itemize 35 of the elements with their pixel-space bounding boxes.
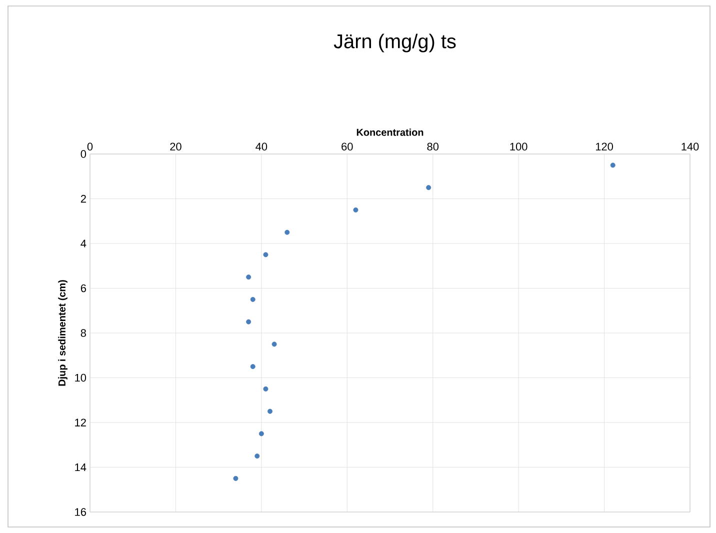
point <box>272 342 277 347</box>
y-tick-label: 12 <box>75 418 86 426</box>
y-tick-label: 16 <box>75 508 86 516</box>
point <box>268 408 272 414</box>
point <box>426 185 432 190</box>
x-tick-label: 80 <box>427 142 439 150</box>
point <box>246 319 252 324</box>
point <box>263 386 268 392</box>
x-tick-label: 0 <box>87 142 93 150</box>
y-tick-label: 6 <box>80 284 86 292</box>
y-tick-label: 8 <box>80 329 86 337</box>
point <box>610 162 616 168</box>
x-tick-label: 100 <box>510 142 528 150</box>
x-tick-label: 20 <box>170 142 182 150</box>
x-tick-label: 40 <box>256 142 268 150</box>
x-tick-label: 120 <box>596 142 613 150</box>
chart-title: Järn (mg/g) ts <box>334 34 456 52</box>
point <box>284 230 290 235</box>
y-tick-label: 0 <box>80 150 86 158</box>
y-axis-title: Djup i sedimentet (cm) <box>58 280 68 386</box>
y-tick-label: 14 <box>75 463 86 472</box>
point <box>246 274 252 280</box>
x-tick-label: 140 <box>682 142 699 150</box>
point <box>254 454 260 459</box>
y-tick-label: 10 <box>75 374 86 382</box>
point <box>250 296 256 302</box>
point <box>233 476 238 481</box>
point <box>258 431 264 436</box>
x-tick-label: 60 <box>342 142 353 150</box>
x-axis-title: Koncentration <box>356 128 424 136</box>
point <box>263 252 268 258</box>
point <box>250 364 256 370</box>
y-tick-label: 2 <box>80 194 86 203</box>
point <box>353 207 358 212</box>
y-tick-label: 4 <box>80 240 86 248</box>
